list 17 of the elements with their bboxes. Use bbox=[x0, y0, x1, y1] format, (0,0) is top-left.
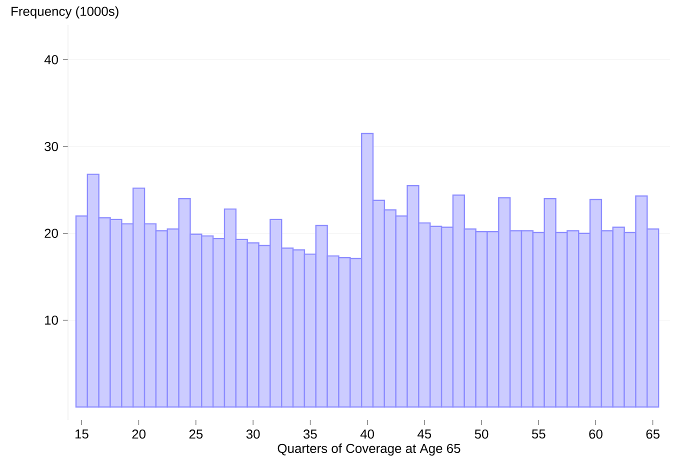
x-tick-label: 60 bbox=[589, 430, 602, 439]
x-tick-label: 65 bbox=[646, 430, 660, 439]
x-tick-label: 15 bbox=[75, 430, 88, 439]
x-axis-title: Quarters of Coverage at Age 65 bbox=[278, 444, 460, 456]
x-tick-label: 45 bbox=[418, 430, 432, 439]
y-tick-label: 40 bbox=[44, 55, 58, 64]
y-tick-label: 30 bbox=[44, 142, 58, 152]
x-tick-label: 30 bbox=[246, 430, 260, 439]
x-tick-label: 50 bbox=[474, 430, 488, 439]
x-tick-label: 25 bbox=[189, 430, 203, 439]
y-axis-title: Frequency (1000s) bbox=[12, 6, 118, 18]
y-tick-label: 20 bbox=[44, 228, 58, 238]
x-tick-label: 55 bbox=[532, 430, 546, 439]
y-tick-label: 10 bbox=[45, 316, 58, 325]
x-tick-label: 35 bbox=[303, 430, 317, 439]
x-tick-label: 20 bbox=[132, 430, 146, 439]
x-tick-label: 40 bbox=[360, 430, 374, 439]
